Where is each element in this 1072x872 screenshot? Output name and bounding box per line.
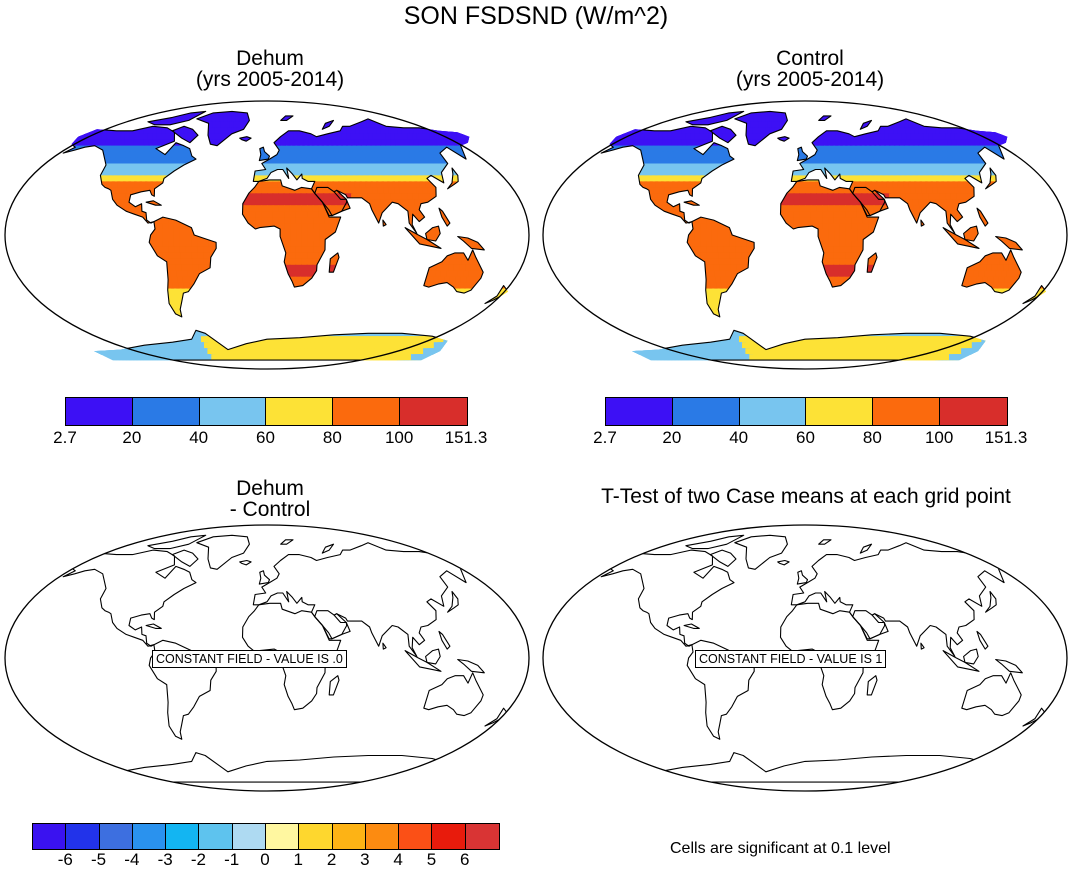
colorbar-tick-label: 5 — [427, 850, 436, 870]
colorbar-box — [940, 398, 1007, 425]
colorbar-tick-label: 4 — [393, 850, 402, 870]
colorbar-tick-label: 2.7 — [53, 428, 77, 448]
colorbar-box — [166, 824, 199, 849]
colorbar-box — [673, 398, 740, 425]
colorbar-tick-label: 1 — [294, 850, 303, 870]
colorbar-tick-label: -1 — [224, 850, 239, 870]
colorbar-tick-label: 6 — [460, 850, 469, 870]
colorbar-box — [333, 398, 400, 425]
colorbar-box — [199, 824, 232, 849]
colorbar-tick-label: 80 — [323, 428, 342, 448]
colorbar-tick-label: 100 — [385, 428, 413, 448]
panel-4-title: T-Test of two Case means at each grid po… — [540, 486, 1072, 507]
colorbar-tick-label: 151.3 — [985, 428, 1028, 448]
colorbar-tick-label: -6 — [58, 850, 73, 870]
panel-1-title: Dehum (yrs 2005-2014) — [15, 48, 525, 90]
colorbar-tick-label: 2 — [327, 850, 336, 870]
colorbar-box — [740, 398, 807, 425]
colorbar-dehum — [65, 397, 468, 426]
colorbar-tick-label: -5 — [91, 850, 106, 870]
colorbar-tick-label: 60 — [796, 428, 815, 448]
colorbar-tick-label: -4 — [124, 850, 139, 870]
constant-field-label-ttest: CONSTANT FIELD - VALUE IS 1 — [695, 650, 886, 668]
colorbar-box — [333, 824, 366, 849]
colorbar-tick-label: 20 — [662, 428, 681, 448]
colorbar-box — [399, 824, 432, 849]
constant-field-label-diff: CONSTANT FIELD - VALUE IS .0 — [152, 650, 347, 668]
panel-2-title-line1: Control — [555, 48, 1065, 69]
panel-1-title-line2: (yrs 2005-2014) — [15, 69, 525, 90]
map-panel-control — [540, 98, 1070, 372]
colorbar-tick-label: 151.3 — [445, 428, 488, 448]
colorbar-box — [133, 398, 200, 425]
map-panel-dehum — [2, 98, 532, 372]
panel-3-title-line1: Dehum — [15, 478, 525, 499]
colorbar-tick-label: 3 — [360, 850, 369, 870]
colorbar-box — [133, 824, 166, 849]
colorbar-box — [806, 398, 873, 425]
panel-1-title-line1: Dehum — [15, 48, 525, 69]
panel-2-title-line2: (yrs 2005-2014) — [555, 69, 1065, 90]
colorbar-box — [266, 824, 299, 849]
panel-2-title: Control (yrs 2005-2014) — [555, 48, 1065, 90]
colorbar-tick-label: 100 — [925, 428, 953, 448]
colorbar-box — [366, 824, 399, 849]
colorbar-tick-label: 80 — [863, 428, 882, 448]
colorbar-box — [400, 398, 467, 425]
panel-4-title-line1: T-Test of two Case means at each grid po… — [540, 486, 1072, 507]
colorbar-tick-label: 0 — [260, 850, 269, 870]
colorbar-control — [605, 397, 1008, 426]
colorbar-box — [299, 824, 332, 849]
panel-3-title-line2: - Control — [15, 499, 525, 520]
colorbar-box — [66, 824, 99, 849]
colorbar-box — [200, 398, 267, 425]
colorbar-box — [606, 398, 673, 425]
colorbar-box — [66, 398, 133, 425]
colorbar-tick-label: 20 — [122, 428, 141, 448]
colorbar-box — [266, 398, 333, 425]
colorbar-box — [233, 824, 266, 849]
colorbar-box — [432, 824, 465, 849]
significance-note: Cells are significant at 0.1 level — [670, 840, 891, 858]
colorbar-tick-label: -2 — [191, 850, 206, 870]
colorbar-box — [33, 824, 66, 849]
colorbar-tick-label: -3 — [158, 850, 173, 870]
colorbar-box — [466, 824, 499, 849]
figure-title: SON FSDSND (W/m^2) — [0, 2, 1072, 31]
panel-3-title: Dehum - Control — [15, 478, 525, 520]
colorbar-tick-label: 2.7 — [593, 428, 617, 448]
colorbar-difference — [32, 823, 500, 850]
colorbar-tick-label: 60 — [256, 428, 275, 448]
colorbar-box — [100, 824, 133, 849]
colorbar-box — [873, 398, 940, 425]
colorbar-tick-label: 40 — [729, 428, 748, 448]
colorbar-tick-label: 40 — [189, 428, 208, 448]
